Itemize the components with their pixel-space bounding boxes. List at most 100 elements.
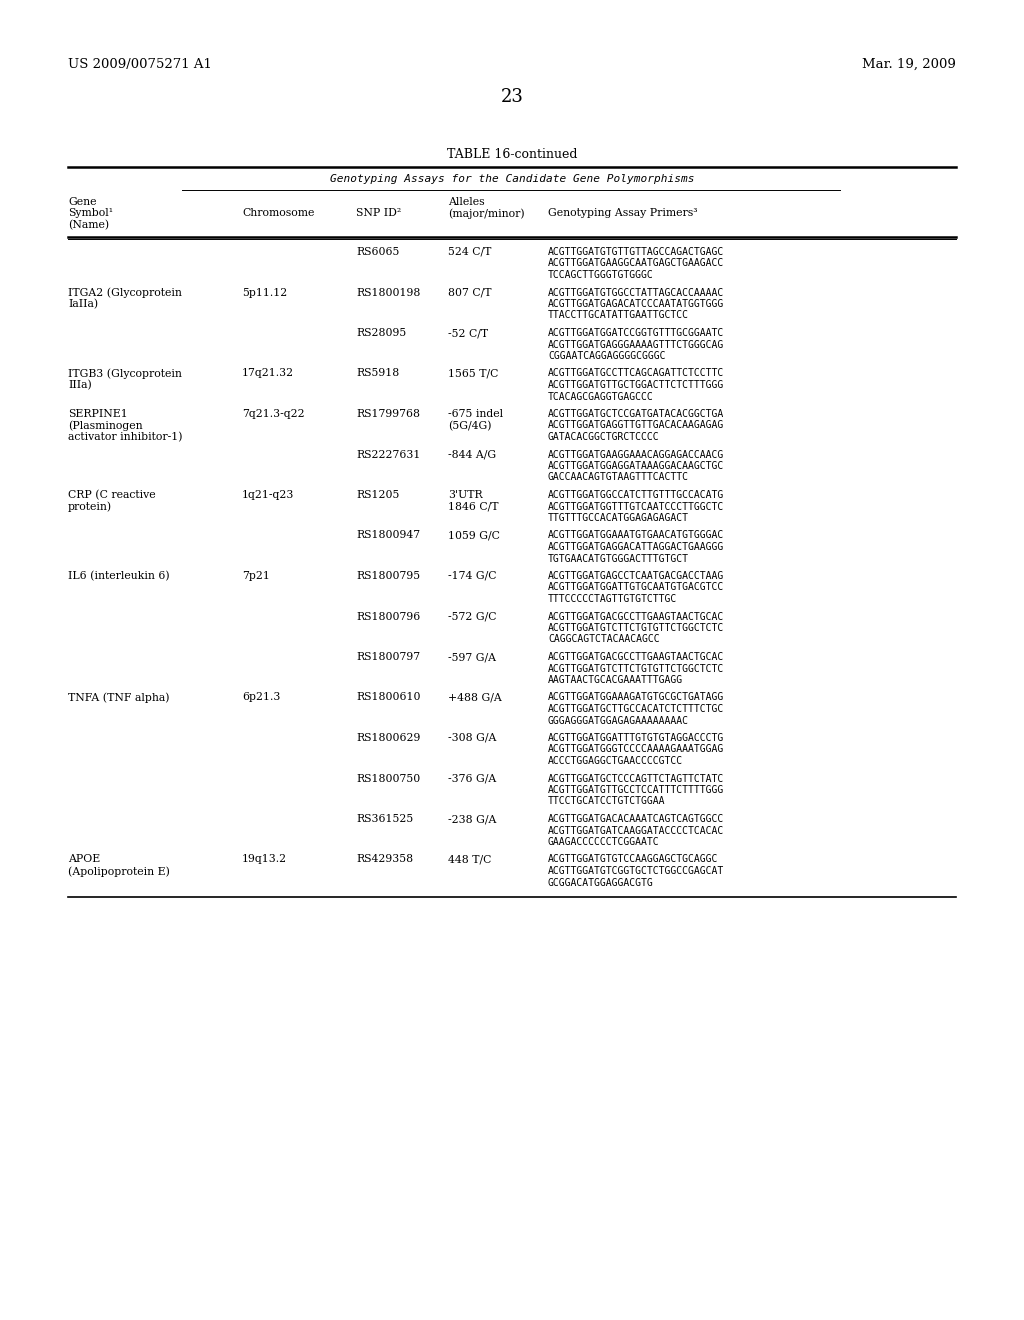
Text: ACGTTGGATGTGTTGTTAGCCAGACTGAGC: ACGTTGGATGTGTTGTTAGCCAGACTGAGC xyxy=(548,247,724,257)
Text: -238 G/A: -238 G/A xyxy=(449,814,497,824)
Text: RS5918: RS5918 xyxy=(356,368,399,379)
Text: RS2227631: RS2227631 xyxy=(356,450,421,459)
Text: TTGTTTGCCACATGGAGAGAGACT: TTGTTTGCCACATGGAGAGAGACT xyxy=(548,513,689,523)
Text: ACGTTGGATGAAGGAAACAGGAGACCAACG: ACGTTGGATGAAGGAAACAGGAGACCAACG xyxy=(548,450,724,459)
Text: TCACAGCGAGGTGAGCCC: TCACAGCGAGGTGAGCCC xyxy=(548,392,653,401)
Text: Genotyping Assay Primers³: Genotyping Assay Primers³ xyxy=(548,209,697,219)
Text: -675 indel: -675 indel xyxy=(449,409,503,418)
Text: ACGTTGGATGTGTCCAAGGAGCTGCAGGC: ACGTTGGATGTGTCCAAGGAGCTGCAGGC xyxy=(548,854,719,865)
Text: Symbol¹: Symbol¹ xyxy=(68,209,113,219)
Text: RS1800797: RS1800797 xyxy=(356,652,420,663)
Text: Mar. 19, 2009: Mar. 19, 2009 xyxy=(862,58,956,71)
Text: CRP (C reactive: CRP (C reactive xyxy=(68,490,156,500)
Text: CGGAATCAGGAGGGGCGGGC: CGGAATCAGGAGGGGCGGGC xyxy=(548,351,666,360)
Text: ACGTTGGATGCTCCCAGTTCTAGTTCTATC: ACGTTGGATGCTCCCAGTTCTAGTTCTATC xyxy=(548,774,724,784)
Text: -174 G/C: -174 G/C xyxy=(449,572,497,581)
Text: 17q21.32: 17q21.32 xyxy=(242,368,294,379)
Text: ACGTTGGATGACACAAATCAGTCAGTGGCC: ACGTTGGATGACACAAATCAGTCAGTGGCC xyxy=(548,814,724,824)
Text: ACGTTGGATGACGCCTTGAAGTAACTGCAC: ACGTTGGATGACGCCTTGAAGTAACTGCAC xyxy=(548,611,724,622)
Text: ACGTTGGATGATCAAGGATACCCCTCACAC: ACGTTGGATGATCAAGGATACCCCTCACAC xyxy=(548,825,724,836)
Text: ACGTTGGATGGTTTGTCAATCCCTTGGCTC: ACGTTGGATGGTTTGTCAATCCCTTGGCTC xyxy=(548,502,724,511)
Text: IL6 (interleukin 6): IL6 (interleukin 6) xyxy=(68,572,170,581)
Text: TTACCTTGCATATTGAATTGCTCC: TTACCTTGCATATTGAATTGCTCC xyxy=(548,310,689,321)
Text: ACGTTGGATGAGGACATTAGGACTGAAGGG: ACGTTGGATGAGGACATTAGGACTGAAGGG xyxy=(548,543,724,552)
Text: TABLE 16-continued: TABLE 16-continued xyxy=(446,148,578,161)
Text: ACGTTGGATGCTTGCCACATCTCTTTCTGC: ACGTTGGATGCTTGCCACATCTCTTTCTGC xyxy=(548,704,724,714)
Text: RS1205: RS1205 xyxy=(356,490,399,500)
Text: ACGTTGGATGGAAAGATGTGCGCTGATAGG: ACGTTGGATGGAAAGATGTGCGCTGATAGG xyxy=(548,693,724,702)
Text: (Name): (Name) xyxy=(68,220,110,230)
Text: ACGTTGGATGTTGCTGGACTTCTCTTTGGG: ACGTTGGATGTTGCTGGACTTCTCTTTGGG xyxy=(548,380,724,389)
Text: ACCCTGGAGGCTGAACCCCGTCC: ACCCTGGAGGCTGAACCCCGTCC xyxy=(548,756,683,766)
Text: 5p11.12: 5p11.12 xyxy=(242,288,288,297)
Text: 23: 23 xyxy=(501,88,523,106)
Text: ACGTTGGATGCTCCGATGATACACGGCTGA: ACGTTGGATGCTCCGATGATACACGGCTGA xyxy=(548,409,724,418)
Text: TGTGAACATGTGGGACTTTGTGCT: TGTGAACATGTGGGACTTTGTGCT xyxy=(548,553,689,564)
Text: ACGTTGGATGGAGGATAAAGGACAAGCTGC: ACGTTGGATGGAGGATAAAGGACAAGCTGC xyxy=(548,461,724,471)
Text: (5G/4G): (5G/4G) xyxy=(449,421,492,430)
Text: -308 G/A: -308 G/A xyxy=(449,733,497,743)
Text: ACGTTGGATGGGTCCCCAAAAGAAATGGAG: ACGTTGGATGGGTCCCCAAAAGAAATGGAG xyxy=(548,744,724,755)
Text: ACGTTGGATGGATCCGGTGTTTGCGGAATC: ACGTTGGATGGATCCGGTGTTTGCGGAATC xyxy=(548,327,724,338)
Text: RS429358: RS429358 xyxy=(356,854,413,865)
Text: ACGTTGGATGTTGCCTCCATTTCTTTTGGG: ACGTTGGATGTTGCCTCCATTTCTTTTGGG xyxy=(548,785,724,795)
Text: GCGGACATGGAGGACGTG: GCGGACATGGAGGACGTG xyxy=(548,878,653,887)
Text: (Plasminogen: (Plasminogen xyxy=(68,421,142,432)
Text: TNFA (TNF alpha): TNFA (TNF alpha) xyxy=(68,693,170,704)
Text: RS1800198: RS1800198 xyxy=(356,288,421,297)
Text: IaIIa): IaIIa) xyxy=(68,300,98,309)
Text: AAGTAACTGCACGAAATTTGAGG: AAGTAACTGCACGAAATTTGAGG xyxy=(548,675,683,685)
Text: protein): protein) xyxy=(68,502,112,512)
Text: (major/minor): (major/minor) xyxy=(449,209,524,219)
Text: ACGTTGGATGTGGCCTATTAGCACCAAAAC: ACGTTGGATGTGGCCTATTAGCACCAAAAC xyxy=(548,288,724,297)
Text: ACGTTGGATGGATTTGTGTGTAGGACCCTG: ACGTTGGATGGATTTGTGTGTAGGACCCTG xyxy=(548,733,724,743)
Text: Chromosome: Chromosome xyxy=(242,209,314,219)
Text: TTCCTGCATCCTGTCTGGAA: TTCCTGCATCCTGTCTGGAA xyxy=(548,796,666,807)
Text: ACGTTGGATGAGACATCCCAATATGGTGGG: ACGTTGGATGAGACATCCCAATATGGTGGG xyxy=(548,300,724,309)
Text: RS1800947: RS1800947 xyxy=(356,531,420,540)
Text: TTTCCCCCTAGTTGTGTCTTGC: TTTCCCCCTAGTTGTGTCTTGC xyxy=(548,594,677,605)
Text: 1565 T/C: 1565 T/C xyxy=(449,368,499,379)
Text: (Apolipoprotein E): (Apolipoprotein E) xyxy=(68,866,170,876)
Text: 19q13.2: 19q13.2 xyxy=(242,854,287,865)
Text: ACGTTGGATGAGCCTCAATGACGACCTAAG: ACGTTGGATGAGCCTCAATGACGACCTAAG xyxy=(548,572,724,581)
Text: -52 C/T: -52 C/T xyxy=(449,327,488,338)
Text: ACGTTGGATGGATTGTGCAATGTGACGTCC: ACGTTGGATGGATTGTGCAATGTGACGTCC xyxy=(548,582,724,593)
Text: 6p21.3: 6p21.3 xyxy=(242,693,281,702)
Text: ACGTTGGATGTCGGTGCTCTGGCCGAGCAT: ACGTTGGATGTCGGTGCTCTGGCCGAGCAT xyxy=(548,866,724,876)
Text: 1q21-q23: 1q21-q23 xyxy=(242,490,294,500)
Text: 448 T/C: 448 T/C xyxy=(449,854,492,865)
Text: ACGTTGGATGTCTTCTGTGTTCTGGCTCTC: ACGTTGGATGTCTTCTGTGTTCTGGCTCTC xyxy=(548,623,724,634)
Text: 1846 C/T: 1846 C/T xyxy=(449,502,499,511)
Text: RS1800750: RS1800750 xyxy=(356,774,420,784)
Text: ACGTTGGATGCCTTCAGCAGATTCTCCTTC: ACGTTGGATGCCTTCAGCAGATTCTCCTTC xyxy=(548,368,724,379)
Text: -572 G/C: -572 G/C xyxy=(449,611,497,622)
Text: RS1800629: RS1800629 xyxy=(356,733,421,743)
Text: GAAGACCCCCCTCGGAATC: GAAGACCCCCCTCGGAATC xyxy=(548,837,659,847)
Text: 807 C/T: 807 C/T xyxy=(449,288,492,297)
Text: Genotyping Assays for the Candidate Gene Polymorphisms: Genotyping Assays for the Candidate Gene… xyxy=(330,174,694,183)
Text: +488 G/A: +488 G/A xyxy=(449,693,502,702)
Text: APOE: APOE xyxy=(68,854,100,865)
Text: ACGTTGGATGGAAATGTGAACATGTGGGAC: ACGTTGGATGGAAATGTGAACATGTGGGAC xyxy=(548,531,724,540)
Text: RS1799768: RS1799768 xyxy=(356,409,420,418)
Text: ACGTTGGATGGCCATCTTGTTTGCCACATG: ACGTTGGATGGCCATCTTGTTTGCCACATG xyxy=(548,490,724,500)
Text: SERPINE1: SERPINE1 xyxy=(68,409,128,418)
Text: ACGTTGGATGAGGGAAAAGTTTCTGGGCAG: ACGTTGGATGAGGGAAAAGTTTCTGGGCAG xyxy=(548,339,724,350)
Text: 3'UTR: 3'UTR xyxy=(449,490,482,500)
Text: activator inhibitor-1): activator inhibitor-1) xyxy=(68,432,182,442)
Text: RS28095: RS28095 xyxy=(356,327,407,338)
Text: 524 C/T: 524 C/T xyxy=(449,247,492,257)
Text: 7q21.3-q22: 7q21.3-q22 xyxy=(242,409,304,418)
Text: -844 A/G: -844 A/G xyxy=(449,450,496,459)
Text: RS361525: RS361525 xyxy=(356,814,414,824)
Text: ACGTTGGATGTCTTCTGTGTTCTGGCTCTC: ACGTTGGATGTCTTCTGTGTTCTGGCTCTC xyxy=(548,664,724,673)
Text: ACGTTGGATGAGGTTGTTGACACAAGAGAG: ACGTTGGATGAGGTTGTTGACACAAGAGAG xyxy=(548,421,724,430)
Text: SNP ID²: SNP ID² xyxy=(356,209,401,219)
Text: RS1800610: RS1800610 xyxy=(356,693,421,702)
Text: CAGGCAGTCTACAACAGCC: CAGGCAGTCTACAACAGCC xyxy=(548,635,659,644)
Text: RS6065: RS6065 xyxy=(356,247,399,257)
Text: ITGA2 (Glycoprotein: ITGA2 (Glycoprotein xyxy=(68,288,182,298)
Text: ACGTTGGATGAAGGCAATGAGCTGAAGACC: ACGTTGGATGAAGGCAATGAGCTGAAGACC xyxy=(548,259,724,268)
Text: -376 G/A: -376 G/A xyxy=(449,774,497,784)
